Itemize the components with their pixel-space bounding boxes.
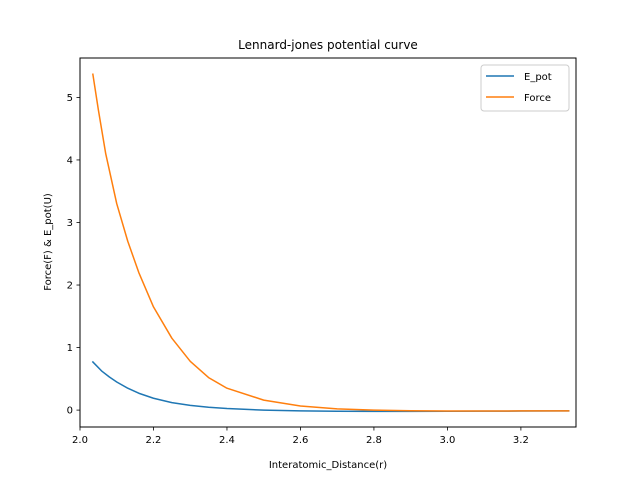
y-tick-label: 3 (67, 218, 73, 229)
legend: E_pot Force (480, 64, 570, 112)
series-layer (91, 73, 570, 413)
x-axis-label: Interatomic_Distance(r) (269, 460, 387, 471)
legend-label-e-pot: E_pot (524, 72, 552, 83)
x-tick-label: 3.2 (513, 435, 529, 446)
legend-label-force: Force (524, 93, 551, 104)
x-tick-label: 2.2 (146, 435, 162, 446)
chart-title: Lennard-jones potential curve (238, 38, 418, 52)
y-tick-label: 0 (67, 406, 73, 417)
y-tick-label: 4 (67, 155, 73, 166)
y-tick-label: 2 (67, 281, 73, 292)
x-tick-label: 2.8 (366, 435, 382, 446)
x-tick-label: 2.6 (292, 435, 308, 446)
y-tick-label: 1 (67, 343, 73, 354)
y-axis-ticks: 0 1 2 3 4 5 (67, 93, 80, 417)
x-axis-ticks: 2.0 2.2 2.4 2.6 2.8 3.0 3.2 (72, 427, 529, 446)
x-tick-label: 3.0 (439, 435, 455, 446)
plot-area-frame (79, 57, 577, 428)
y-axis-label: Force(F) & E_pot(U) (43, 193, 54, 291)
x-tick-label: 2.0 (72, 435, 88, 446)
x-tick-label: 2.4 (219, 435, 235, 446)
y-tick-label: 5 (67, 93, 73, 104)
series-line-force (92, 73, 570, 412)
